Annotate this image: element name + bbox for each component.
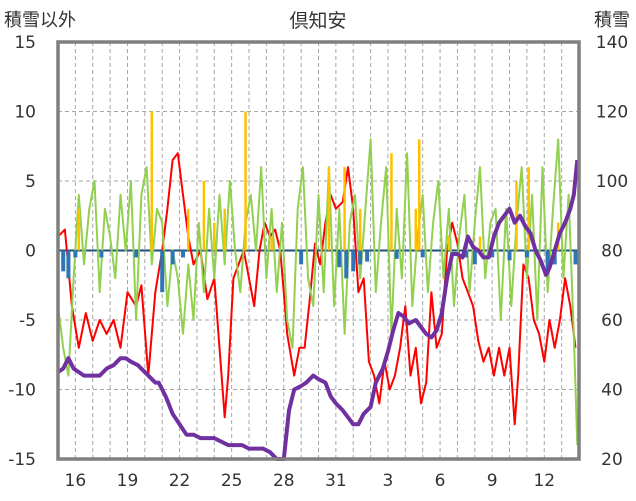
chart-title: 倶知安 (289, 10, 347, 32)
series-3-bar (61, 250, 66, 272)
series-2-bar (343, 167, 346, 251)
left-tick-label: -15 (8, 450, 36, 470)
series-layer (56, 111, 580, 461)
x-tick-label: 25 (221, 471, 243, 491)
series-3-bar (134, 250, 139, 258)
series-3-bar (365, 250, 370, 262)
x-tick-label: 16 (65, 471, 87, 491)
x-tick-label: 28 (273, 471, 295, 491)
left-tick-label: -5 (19, 311, 36, 331)
series-2-bar (414, 208, 418, 251)
series-3-bar (181, 250, 186, 258)
series-2-bar (202, 181, 206, 251)
left-axis-label: 積雪以外 (4, 10, 76, 31)
right-tick-label: 20 (601, 450, 623, 470)
tick-labels: 15 10 5 0 -5 -10 -15 140 120 100 80 60 40 20 16 19 22 25 2… (8, 33, 628, 491)
series-2-bar (244, 111, 247, 251)
x-tick-label: 22 (169, 471, 191, 491)
x-tick-label: 12 (533, 471, 555, 491)
series-3-bar (545, 250, 550, 272)
series-3-bar (472, 250, 477, 265)
series-3-bar (99, 250, 104, 258)
series-2-bar (327, 167, 331, 251)
series-2-bar (417, 139, 421, 251)
right-tick-label: 120 (596, 103, 628, 123)
left-tick-label: 15 (14, 33, 36, 53)
left-tick-label: 10 (14, 103, 36, 123)
plot-frame (56, 40, 581, 461)
series-3-bar (344, 250, 349, 279)
series-2-bar (223, 208, 226, 251)
x-tick-label: 31 (325, 471, 347, 491)
series-2-bar (515, 181, 518, 251)
right-axis-label: 積雪 (594, 10, 630, 31)
series-3-bar (358, 250, 363, 265)
series-4-line (56, 159, 580, 461)
series-3-bar (524, 250, 529, 258)
series-3-bar (160, 250, 165, 293)
series-2-bar (358, 208, 362, 251)
right-tick-label: 100 (596, 172, 628, 192)
series-3-bar (507, 250, 512, 261)
x-tick-label: 6 (435, 471, 446, 491)
series-3-bar (464, 250, 469, 258)
right-tick-label: 60 (601, 311, 623, 331)
series-3-bar (299, 250, 304, 265)
left-tick-label: 0 (25, 242, 36, 262)
series-3-bar (420, 250, 425, 258)
left-tick-label: 5 (25, 172, 36, 192)
series-2-bar (150, 111, 154, 251)
left-tick-label: -10 (8, 381, 36, 401)
series-3-bar (351, 250, 356, 272)
right-tick-label: 40 (601, 381, 623, 401)
series-3-bar (394, 250, 399, 259)
right-tick-label: 80 (601, 242, 623, 262)
series-3-bar (337, 250, 342, 268)
series-3-bar (73, 250, 78, 258)
series-3-bar (490, 250, 495, 258)
x-tick-label: 9 (487, 471, 498, 491)
series-2-bar (390, 153, 393, 251)
series-2-bar (527, 167, 530, 251)
series-2-bar (270, 236, 273, 251)
series-3-bar (170, 250, 175, 265)
series-2-bar (213, 222, 216, 251)
series-2-bar (478, 236, 482, 251)
x-tick-label: 19 (117, 471, 139, 491)
series-2-bar (447, 236, 450, 251)
series-3-bar (573, 250, 578, 265)
series-2-bar (187, 208, 190, 251)
x-tick-label: 3 (383, 471, 394, 491)
series-3-bar (66, 250, 71, 279)
right-tick-label: 140 (596, 33, 628, 53)
series-1-line (57, 138, 579, 446)
series-2-bar (77, 208, 81, 251)
series-0-line (57, 152, 577, 426)
